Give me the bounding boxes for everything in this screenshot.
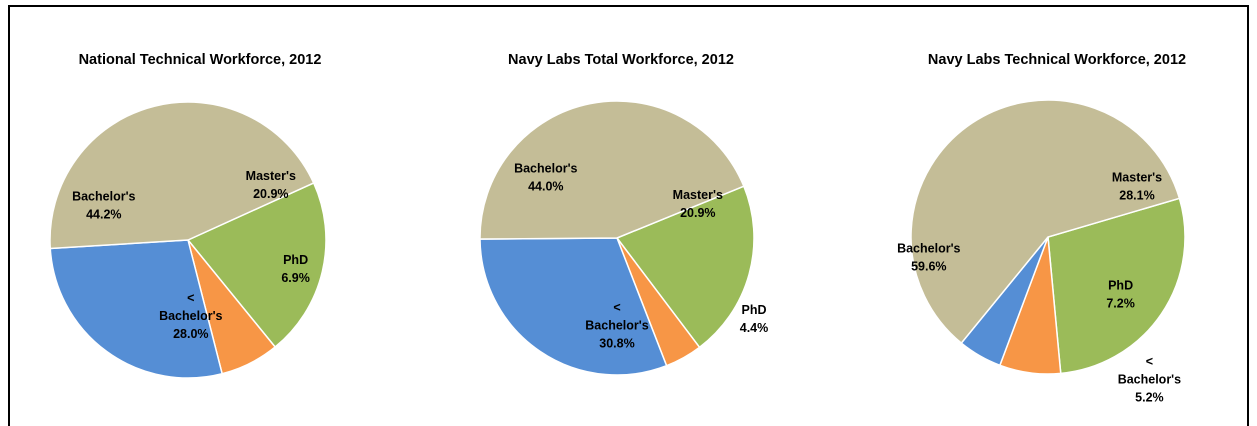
slice-label-phd: PhD 4.4% [740,303,769,335]
pie-chart-1: National Technical Workforce, 2012 Master… [49,52,327,379]
slice-label-master-s: Master's 28.1% [1112,170,1162,202]
slice-label-bachelor-s: < Bachelor's 28.0% [159,291,222,341]
chart-frame [8,5,1249,426]
slice-label-master-s: Master's 20.9% [246,169,296,201]
pie-slice-master-s [186,181,327,349]
chart-title: National Technical Workforce, 2012 [79,52,322,68]
pie-chart-3: Navy Labs Technical Workforce, 2012 Maste… [897,52,1186,405]
slice-label-phd: PhD 7.2% [1106,279,1135,311]
pie-chart-2: Navy Labs Total Workforce, 2012 Master's 2… [479,52,769,376]
pie-slice-bachelor-s [910,99,1181,345]
chart-title: Navy Labs Technical Workforce, 2012 [928,52,1186,68]
slice-label-master-s: Master's 20.9% [673,188,723,220]
slice-label-bachelor-s: Bachelor's 44.0% [514,162,577,194]
slice-label-bachelor-s: < Bachelor's 5.2% [1118,355,1181,405]
slice-label-bachelor-s: Bachelor's 44.2% [72,190,135,222]
pie-slice-bachelor-s [49,101,315,250]
chart-title: Navy Labs Total Workforce, 2012 [508,52,734,68]
pie-slice-bachelor-s [479,100,745,240]
pie-slice-bachelor-s [49,239,224,379]
pie-slice-master-s [1047,197,1186,375]
slice-label-bachelor-s: Bachelor's 59.6% [897,242,960,274]
pie-slice-master-s [615,185,755,349]
slice-label-bachelor-s: < Bachelor's 30.8% [585,301,648,351]
slice-label-phd: PhD 6.9% [281,253,310,285]
pie-slice-bachelor-s [479,237,668,376]
